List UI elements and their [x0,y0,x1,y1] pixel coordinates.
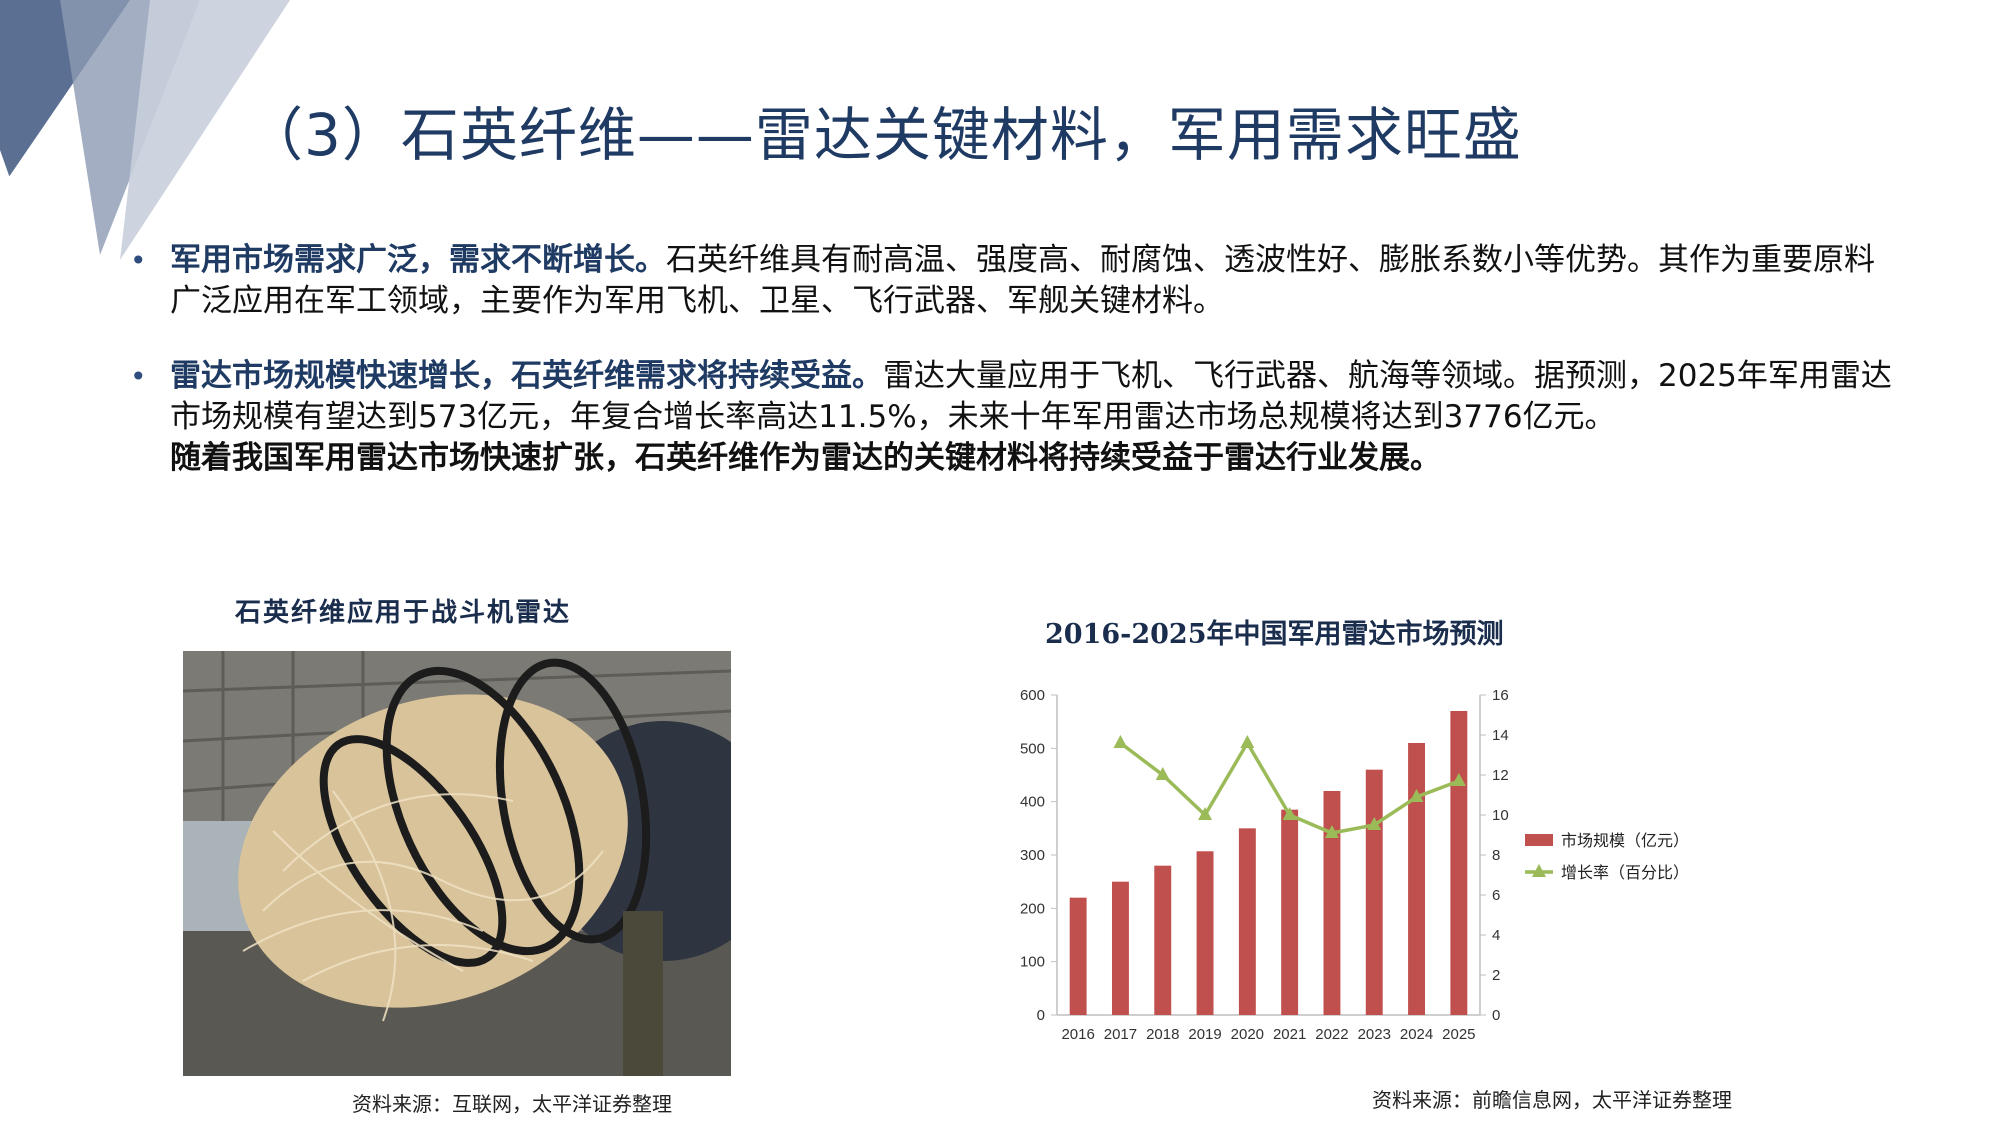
bar-2023 [1365,769,1383,1015]
x-tick-label: 2019 [1188,1026,1221,1043]
bar-2018 [1154,865,1172,1015]
y2-tick-label: 4 [1492,927,1500,944]
bullet-body: 石英纤维具有耐高温、强度高、耐腐蚀、透波性好、膨胀系数小等优势。其作为重要原料广… [170,242,1875,319]
growth-rate-point [1324,825,1339,838]
y2-tick-label: 14 [1492,727,1509,744]
x-tick-label: 2024 [1400,1026,1433,1043]
y-tick-label: 400 [1020,794,1045,811]
y-tick-label: 0 [1037,1007,1045,1024]
bar-2024 [1408,743,1426,1015]
x-tick-label: 2025 [1442,1026,1475,1043]
y2-tick-label: 6 [1492,887,1500,904]
y2-tick-label: 0 [1492,1007,1500,1024]
figure-left-caption: 石英纤维应用于战斗机雷达 [235,598,572,628]
y-tick-label: 500 [1020,740,1045,757]
y2-tick-label: 10 [1492,807,1509,824]
bar-2022 [1323,791,1341,1015]
y2-tick-label: 16 [1492,687,1509,704]
growth-rate-point [1367,817,1382,830]
growth-rate-point [1155,767,1170,780]
legend-bar-swatch [1525,834,1553,846]
x-tick-label: 2022 [1315,1026,1348,1043]
y-tick-label: 600 [1020,687,1045,704]
bar-2020 [1238,828,1256,1015]
growth-rate-point [1198,807,1213,820]
y2-tick-label: 2 [1492,967,1500,984]
y2-tick-label: 12 [1492,767,1509,784]
bullet-dot-icon: • [130,360,147,393]
y-tick-label: 300 [1020,847,1045,864]
radar-fiber-photo [183,651,731,1076]
x-tick-label: 2018 [1146,1026,1179,1043]
growth-rate-point [1240,735,1255,748]
x-tick-label: 2021 [1273,1026,1306,1043]
corner-decoration [0,0,290,320]
bar-2017 [1111,881,1129,1015]
x-tick-label: 2023 [1358,1026,1391,1043]
y-tick-label: 200 [1020,900,1045,917]
bar-2021 [1281,809,1299,1015]
legend-bar-label: 市场规模（亿元） [1561,832,1689,850]
bullet-lead: 军用市场需求广泛，需求不断增长。 [170,242,666,278]
y2-tick-label: 8 [1492,847,1500,864]
y-tick-label: 100 [1020,954,1045,971]
figure-right-caption: 2016-2025年中国军用雷达市场预测 [1045,619,1504,650]
bullet-lead: 雷达市场规模快速增长，石英纤维需求将持续受益。 [170,358,883,394]
bullet-dot-icon: • [130,244,147,277]
x-tick-label: 2017 [1104,1026,1137,1043]
bullet-item-military-demand: • 军用市场需求广泛，需求不断增长。石英纤维具有耐高温、强度高、耐腐蚀、透波性好… [130,240,1900,322]
legend-line-marker [1532,864,1546,877]
bar-2025 [1450,711,1468,1015]
page-title: （3）石英纤维——雷达关键材料，军用需求旺盛 [245,101,1522,169]
bullet-bold-tail: 随着我国军用雷达市场快速扩张，石英纤维作为雷达的关键材料将持续受益于雷达行业发展… [170,440,1441,476]
bullet-item-radar-market: • 雷达市场规模快速增长，石英纤维需求将持续受益。雷达大量应用于飞机、飞行武器、… [130,356,1900,479]
radar-market-chart: 0 100 200 300 400 500 600 0 2 4 6 8 10 12 14 16 2016 2017… [1020,687,1689,1043]
growth-rate-point [1451,773,1466,786]
growth-rate-point [1282,807,1297,820]
figure-left-source: 资料来源：互联网，太平洋证券整理 [352,1092,672,1116]
growth-rate-point [1113,735,1128,748]
x-tick-label: 2020 [1231,1026,1264,1043]
figure-right-source: 资料来源：前瞻信息网，太平洋证券整理 [1372,1088,1732,1112]
growth-rate-point [1409,789,1424,802]
bullet-body: 雷达大量应用于飞机、飞行武器、航海等领域。据预测，2025年军用雷达市场规模有望… [170,358,1892,435]
x-tick-label: 2016 [1061,1026,1094,1043]
bar-2019 [1196,851,1214,1015]
bullet-list: • 军用市场需求广泛，需求不断增长。石英纤维具有耐高温、强度高、耐腐蚀、透波性好… [130,240,1900,513]
legend-line-label: 增长率（百分比） [1561,864,1689,882]
bar-2016 [1069,897,1087,1015]
